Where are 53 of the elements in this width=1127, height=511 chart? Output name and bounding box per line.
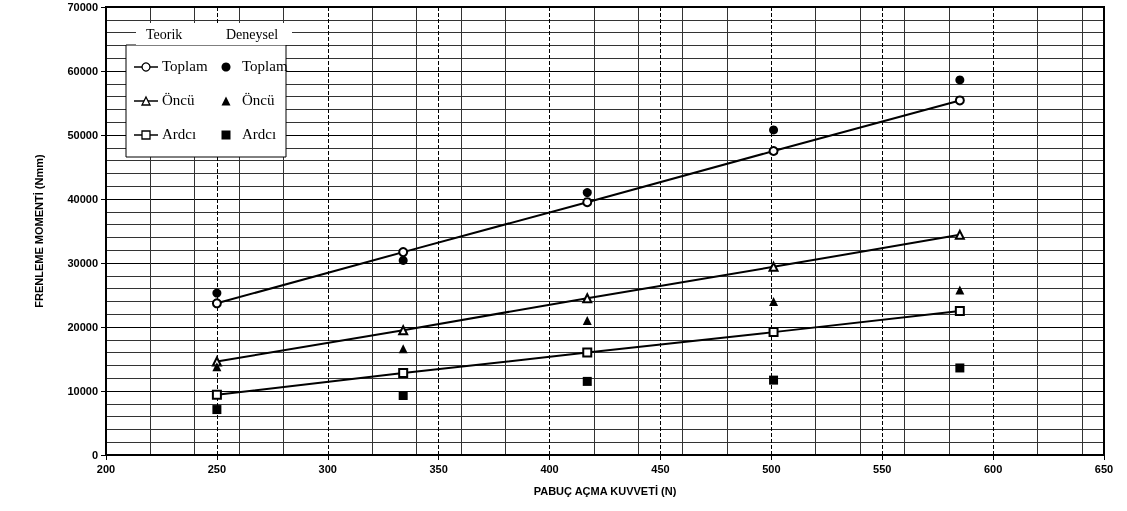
point (398, 325, 409, 336)
legend-label: Toplam (242, 57, 288, 74)
point (582, 188, 592, 198)
y-tick-label: 50000 (67, 129, 98, 141)
legend-label: Öncü (242, 91, 275, 108)
point (582, 347, 593, 358)
point (212, 405, 222, 415)
legend-label: Ardcı (242, 125, 277, 142)
x-tick-label: 300 (318, 462, 337, 475)
point (212, 362, 222, 372)
point (582, 197, 593, 208)
x-tick-label: 450 (651, 462, 670, 475)
legend-label: Toplam (162, 57, 208, 74)
point (211, 389, 222, 400)
point (398, 247, 409, 258)
point (211, 298, 222, 309)
x-tick-label: 550 (873, 462, 892, 475)
point (955, 363, 965, 373)
y-tick-label: 10000 (67, 385, 98, 397)
y-tick-label: 30000 (67, 257, 98, 269)
point (954, 229, 965, 240)
y-tick-label: 70000 (67, 1, 98, 13)
x-tick-label: 600 (983, 462, 1003, 475)
x-axis-title: PABUÇ AÇMA KUVVETİ (N) (533, 484, 677, 497)
point (769, 375, 779, 385)
point (582, 376, 592, 386)
y-tick-label: 60000 (67, 65, 98, 77)
y-tick-label: 40000 (67, 193, 98, 205)
point (769, 125, 779, 135)
point (768, 146, 779, 156)
x-tick-label: 400 (540, 462, 559, 475)
point (955, 75, 965, 85)
x-tick-label: 200 (96, 462, 116, 475)
point (212, 288, 222, 298)
point (398, 368, 409, 379)
point (582, 293, 593, 304)
y-tick-label: 20000 (67, 321, 98, 333)
point (398, 255, 408, 265)
x-tick-label: 650 (1094, 462, 1114, 475)
point (768, 327, 779, 338)
annotation: Teorik (146, 26, 183, 42)
y-tick-label: 0 (91, 449, 98, 461)
point (954, 95, 965, 106)
x-tick-label: 250 (207, 462, 227, 475)
annotation: Deneysel (226, 26, 279, 42)
point (769, 296, 779, 306)
point (768, 261, 779, 272)
x-tick-label: 350 (429, 462, 448, 475)
x-tick-label: 500 (762, 462, 781, 475)
point (954, 306, 965, 316)
legend-label: Öncü (162, 91, 195, 108)
legend-label: Ardcı (162, 125, 197, 142)
y-axis-title: FRENLEME MOMENTİ (Nmm) (32, 153, 45, 308)
